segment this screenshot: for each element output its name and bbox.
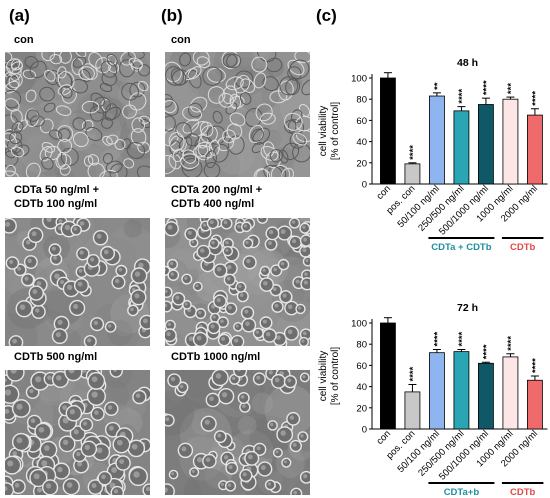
chart-72h: cell viability[% of control] 0 20 40 60 80 100… [318,302,548,495]
y-tick-label: 40 [356,382,367,393]
y-tick-label: 100 [351,319,367,330]
bar-pos-con [404,391,421,430]
micrograph-a1 [5,52,150,177]
y-tick-label: 20 [356,158,367,169]
significance-label: **** [530,91,541,106]
significance-label: **** [457,89,468,104]
significance-label: **** [506,336,517,351]
y-tick-label: 0 [362,180,367,191]
significance-label: **** [481,80,492,95]
significance-label: **** [408,366,419,381]
y-tick-label: 60 [356,361,367,372]
significance-label: **** [432,331,443,346]
y-tick-label: 80 [356,340,367,351]
chart-title: 48 h [457,57,478,69]
y-tick-label: 80 [356,95,367,106]
significance-label: **** [408,145,419,160]
significance-label: ** [432,82,443,90]
bar-pos-con [404,163,421,185]
panel-b-image1-label: con [171,34,191,46]
bar-250-500-ng-ml [453,351,470,430]
x-tick-label: con [374,183,393,202]
y-tick-label: 100 [351,74,367,85]
significance-label: *** [506,83,517,94]
panel-a-letter: (a) [9,6,30,25]
group-label: CDTa+b [444,487,480,495]
group-label: CDTa + CDTb [431,242,491,250]
chart-48h: cell viability[% of control] 0 20 40 60 80 100… [318,57,548,250]
y-axis-label: cell viability[% of control] [318,102,341,161]
chart-title: 72 h [457,302,478,314]
micrograph-b1 [165,52,310,177]
significance-label: **** [530,358,541,373]
bar-con [380,77,396,185]
panel-a-image3-label: CDTb 500 ng/ml [14,351,98,363]
panel-c-letter: (c) [316,6,337,25]
significance-label: **** [457,331,468,346]
group-label: CDTb [510,242,536,250]
panel-b-letter: (b) [161,6,183,25]
bar-500-1000-ng-ml [478,104,494,185]
bar-50-100-ng-ml [429,352,445,430]
y-tick-label: 60 [356,116,367,127]
bar-250-500-ng-ml [453,110,470,185]
micrograph-b2 [165,218,310,346]
bar-2000-ng-ml [527,114,543,185]
bar-50-100-ng-ml [429,95,445,185]
bar-500-1000-ng-ml [478,362,494,430]
micrograph-a2 [5,218,150,346]
panel-a-image2-label: CDTa 50 ng/ml + CDTb 100 ng/ml [14,184,100,210]
y-tick-label: 40 [356,137,367,148]
bar-1000-ng-ml [502,98,519,185]
x-tick-label: con [374,428,393,447]
micrograph-b3 [165,370,310,495]
y-axis-label: cell viability[% of control] [318,347,341,406]
panel-a-image1-label: con [14,34,34,46]
panel-b-image2-label: CDTa 200 ng/ml + CDTb 400 ng/ml [171,184,263,210]
y-tick-label: 20 [356,403,367,414]
significance-label: **** [481,344,492,359]
group-label: CDTb [510,487,536,495]
panel-b-image3-label: CDTb 1000 ng/ml [171,351,261,363]
bar-2000-ng-ml [527,379,543,430]
bar-con [380,322,396,430]
y-tick-label: 0 [362,425,367,436]
micrograph-a3 [5,370,150,495]
bar-1000-ng-ml [502,356,519,430]
